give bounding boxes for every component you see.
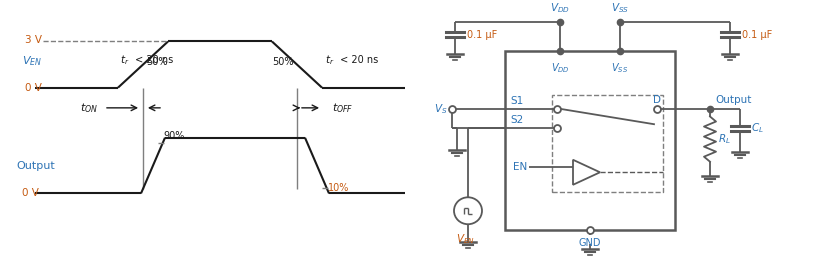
- Text: 10%: 10%: [328, 183, 349, 193]
- Text: $t_{ON}$: $t_{ON}$: [80, 101, 98, 115]
- Text: EN: EN: [513, 162, 528, 172]
- Text: 0 V: 0 V: [25, 83, 42, 93]
- Text: 50%: 50%: [146, 57, 168, 67]
- Text: Output: Output: [715, 95, 752, 105]
- Bar: [505, 51, 675, 230]
- Text: 3 V: 3 V: [25, 34, 42, 45]
- Text: $R_L$: $R_L$: [718, 132, 731, 146]
- Text: $V_{DD}$: $V_{DD}$: [550, 1, 570, 15]
- Text: $t_r$: $t_r$: [325, 53, 334, 67]
- Text: S1: S1: [510, 96, 523, 106]
- Text: $t_{OFF}$: $t_{OFF}$: [332, 101, 353, 115]
- Text: $V_{SS}$: $V_{SS}$: [611, 1, 629, 15]
- Text: $V_S$: $V_S$: [433, 102, 447, 116]
- Text: D: D: [653, 95, 661, 105]
- Text: 0.1 µF: 0.1 µF: [467, 30, 497, 40]
- Text: < 20 ns: < 20 ns: [337, 55, 378, 65]
- Bar: [552, 95, 663, 192]
- Text: 0.1 µF: 0.1 µF: [742, 30, 772, 40]
- Text: 50%: 50%: [273, 57, 294, 67]
- Text: $V_{DD}$: $V_{DD}$: [551, 61, 570, 74]
- Text: $V_{EN}$: $V_{EN}$: [22, 54, 42, 68]
- Text: S2: S2: [510, 115, 523, 125]
- Text: 0 V: 0 V: [22, 188, 39, 199]
- Text: Output: Output: [16, 160, 55, 171]
- Text: $C_L$: $C_L$: [751, 121, 764, 135]
- Text: GND: GND: [579, 238, 601, 248]
- Text: $V_{EN}$: $V_{EN}$: [456, 232, 475, 246]
- Text: $V_{SS}$: $V_{SS}$: [611, 61, 629, 74]
- Text: < 20 ns: < 20 ns: [132, 55, 173, 65]
- Text: $t_r$: $t_r$: [120, 53, 130, 67]
- Text: 90%: 90%: [163, 131, 184, 141]
